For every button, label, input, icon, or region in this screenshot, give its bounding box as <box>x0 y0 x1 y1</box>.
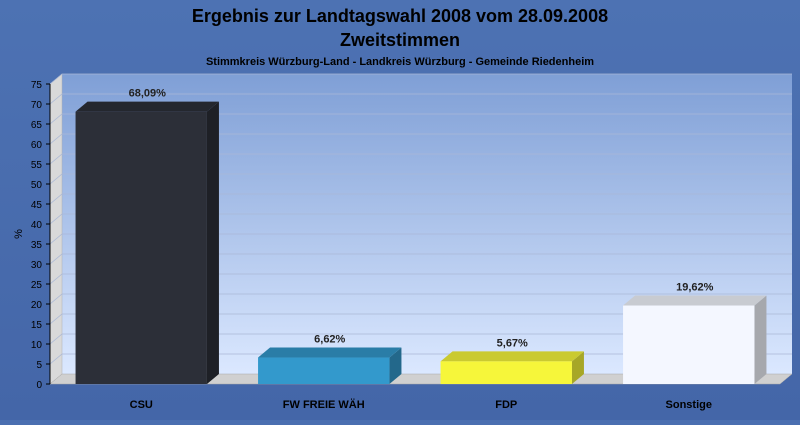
gridline <box>49 313 792 325</box>
bar <box>258 357 390 384</box>
bar <box>440 361 572 384</box>
y-tick-label: 15 <box>31 320 43 331</box>
bar-side <box>571 351 584 384</box>
x-tick-label: FDP <box>495 399 517 411</box>
gridline <box>49 93 792 105</box>
y-tick-label: 5 <box>36 360 42 371</box>
y-tick-label: 75 <box>31 80 43 91</box>
gridline <box>49 153 792 165</box>
x-tick-label: CSU <box>130 399 153 411</box>
gridline <box>49 73 792 85</box>
bar-top <box>75 101 219 112</box>
data-label: 19,62% <box>676 282 714 294</box>
x-tick-label: Sonstige <box>666 399 712 411</box>
y-tick-label: 65 <box>31 120 43 131</box>
y-tick-label: 30 <box>31 260 43 271</box>
plot-area: 0 5 10 15 20 25 30 35 40 45 50 55 60 65 70 75% 68,09% CSU… <box>13 73 793 411</box>
y-tick-label: 55 <box>31 160 43 171</box>
gridline <box>49 273 792 285</box>
gridline <box>49 213 792 225</box>
bar-top <box>623 295 767 306</box>
data-label: 6,62% <box>314 334 345 346</box>
gridline <box>49 233 792 245</box>
y-tick-label: 0 <box>36 380 42 391</box>
bar-side <box>389 347 402 384</box>
y-tick-label: 25 <box>31 280 43 291</box>
chart-subtitle: Zweitstimmen <box>340 30 460 50</box>
bar-side <box>754 295 767 384</box>
gridline <box>49 193 792 205</box>
y-tick-label: 50 <box>31 180 43 191</box>
chart-title: Ergebnis zur Landtagswahl 2008 vom 28.09… <box>192 6 608 26</box>
plot-side-wall <box>49 73 63 385</box>
gridline <box>49 173 792 185</box>
y-tick-label: 10 <box>31 340 43 351</box>
chart-caption: Stimmkreis Würzburg-Land - Landkreis Wür… <box>206 56 594 68</box>
gridline <box>49 133 792 145</box>
data-label: 5,67% <box>497 337 528 349</box>
bar-side <box>206 101 219 384</box>
data-label: 68,09% <box>129 88 167 100</box>
y-tick-label: 70 <box>31 100 43 111</box>
y-tick-label: 60 <box>31 140 43 151</box>
bar-top <box>258 347 402 358</box>
y-tick-label: 20 <box>31 300 43 311</box>
gridline <box>49 253 792 265</box>
x-tick-label: FW FREIE WÄH <box>283 398 365 411</box>
bar <box>75 111 207 384</box>
gridline <box>49 113 792 125</box>
y-tick-label: 35 <box>31 240 43 251</box>
y-axis-label: % <box>13 229 25 239</box>
y-tick-label: 40 <box>31 220 43 231</box>
gridline <box>49 293 792 305</box>
y-tick-label: 45 <box>31 200 43 211</box>
gridline <box>49 333 792 345</box>
bar <box>623 305 755 384</box>
bar-top <box>440 351 584 362</box>
